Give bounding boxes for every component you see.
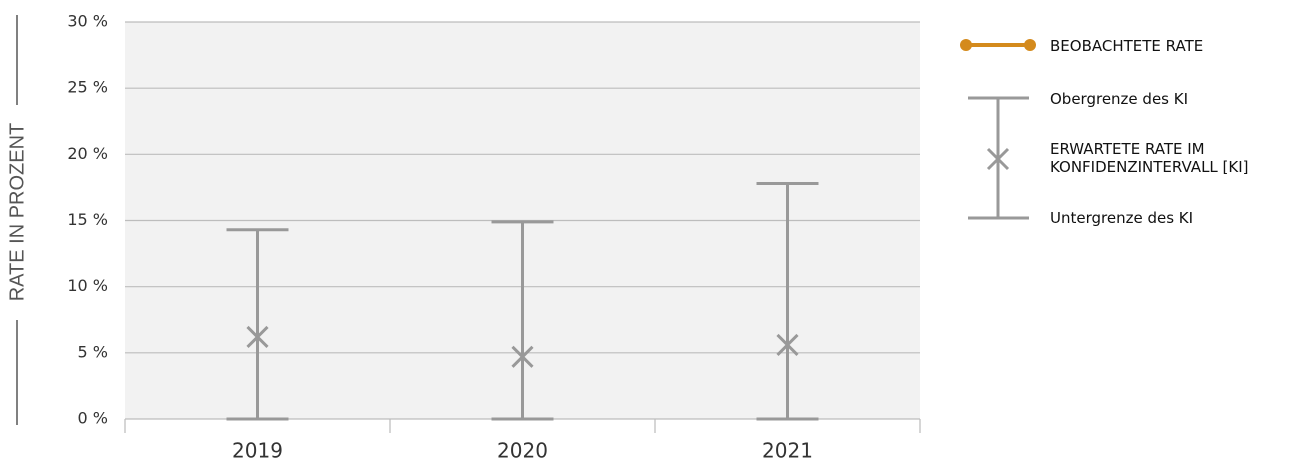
x-tick-label: 2021 <box>762 439 813 463</box>
expected-marker <box>246 325 269 349</box>
y-tick-label: 20 % <box>67 144 108 163</box>
y-tick-label: 0 % <box>78 409 108 428</box>
legend-label: Obergrenze des KI <box>1050 90 1189 108</box>
x-tick-label: 2019 <box>232 439 283 463</box>
expected-marker <box>511 345 534 368</box>
y-axis-label: RATE IN PROZENT <box>6 123 28 302</box>
y-tick-label: 15 % <box>67 210 108 229</box>
legend-symbol <box>960 39 972 51</box>
legend-symbol <box>986 147 1010 171</box>
expected-marker <box>776 333 799 356</box>
x-tick-label: 2020 <box>497 439 548 463</box>
y-tick-label: 30 % <box>67 12 108 31</box>
legend-label: Untergrenze des KI <box>1050 209 1194 227</box>
legend-label: BEOBACHTETE RATE <box>1050 37 1204 55</box>
y-tick-label: 10 % <box>67 276 108 295</box>
legend-symbol <box>1024 39 1036 51</box>
y-tick-label: 25 % <box>67 78 108 97</box>
legend-label: ERWARTETE RATE IM KONFIDENZINTERVALL [KI… <box>1050 140 1249 176</box>
y-tick-label: 5 % <box>78 342 108 361</box>
